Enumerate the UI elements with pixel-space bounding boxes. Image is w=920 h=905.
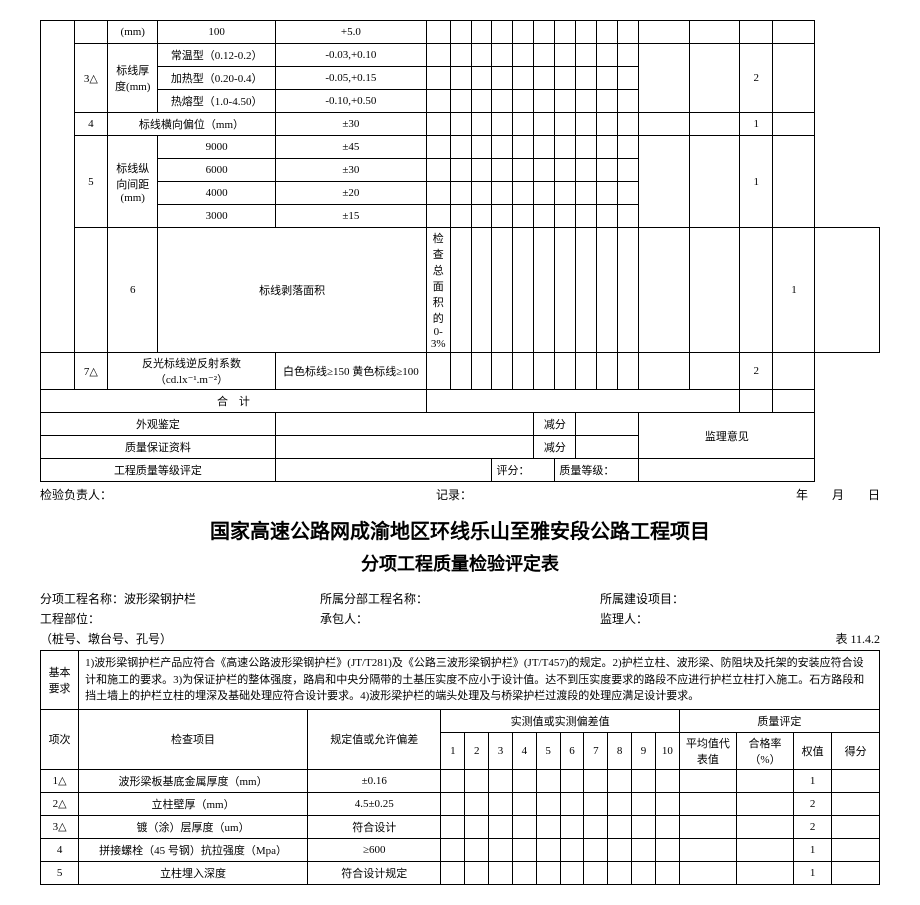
cell: -0.05,+0.15 [275,67,426,90]
cell: 5 [74,136,108,228]
cell: +5.0 [275,21,426,44]
cell: 标线纵向间距(mm) [108,136,158,228]
cell: ±20 [275,182,426,205]
sign-mid: 记录： [436,486,472,503]
sum-label: 合 计 [41,390,427,413]
cell: 标线剥落面积 [158,228,426,353]
grade-level: 质量等级： [555,459,639,482]
cell: 100 [158,21,275,44]
meta-contractor: 承包人： [320,610,600,627]
meta-location: 工程部位： [40,610,320,627]
basic-label: 基本要求 [41,651,79,710]
lower-table: 基本要求 1)波形梁钢护栏产品应符合《高速公路波形梁钢护栏》(JT/T281)及… [40,650,880,885]
m10: 10 [655,732,679,769]
cell: ±45 [275,136,426,159]
cell: 2 [739,353,773,390]
appearance-label: 外观鉴定 [41,413,276,436]
cell: 4 [74,113,108,136]
appearance-r: 减分 [534,413,576,436]
cell: 9000 [158,136,275,159]
col-score: 得分 [832,732,880,769]
m4: 4 [512,732,536,769]
sign-left: 检验负责人： [40,486,112,503]
m2: 2 [465,732,489,769]
table-row: 1△波形梁板基底金属厚度（mm）±0.16 1 [41,769,880,792]
col-seq: 项次 [41,709,79,769]
col-weight: 权值 [794,732,832,769]
cell: ±15 [275,205,426,228]
m6: 6 [560,732,584,769]
cell: (mm) [108,21,158,44]
cell: 3000 [158,205,275,228]
meta-row-1: 分项工程名称：波形梁钢护栏 所属分部工程名称： 所属建设项目： [40,590,880,607]
table-row: 5立柱埋入深度符合设计规定 1 [41,861,880,884]
basic-text: 1)波形梁钢护栏产品应符合《高速公路波形梁钢护栏》(JT/T281)及《公路三波… [79,651,880,710]
m5: 5 [536,732,560,769]
supervisor-label: 监理意见 [639,413,815,459]
cell: 6 [108,228,158,353]
m3: 3 [489,732,513,769]
cell: ±30 [275,159,426,182]
table-row: 4拼接螺栓（45 号钢）抗拉强度（Mpa）≥600 1 [41,838,880,861]
cell: 6000 [158,159,275,182]
col-pass: 合格率（%） [736,732,793,769]
cell: 3△ [74,44,108,113]
quality-doc-label: 质量保证资料 [41,436,276,459]
meta-tableno: 表 11.4.2 [600,630,880,647]
sign-right: 年 月 日 [796,486,880,503]
quality-doc-r: 减分 [534,436,576,459]
cell: -0.03,+0.10 [275,44,426,67]
cell: 标线厚度(mm) [108,44,158,113]
grade-eval: 评分： [492,459,555,482]
cell: 1 [739,136,773,228]
cell: 热熔型（1.0-4.50） [158,90,275,113]
cell: 反光标线逆反射系数（cd.lx⁻¹.m⁻²） [108,353,276,390]
m9: 9 [632,732,656,769]
cell: 4000 [158,182,275,205]
m7: 7 [584,732,608,769]
meta-pile: （桩号、墩台号、孔号） [40,630,320,647]
cell: 2 [739,44,773,113]
col-measured: 实测值或实测偏差值 [441,709,679,732]
meta-project: 所属建设项目： [600,590,880,607]
meta-row-2: 工程部位： 承包人： 监理人： [40,610,880,627]
page-title: 国家高速公路网成渝地区环线乐山至雅安段公路工程项目 [40,515,880,544]
cell: ±30 [275,113,426,136]
grade-label: 工程质量等级评定 [41,459,276,482]
table-row: 2△立柱壁厚（mm）4.5±0.25 2 [41,792,880,815]
col-spec: 规定值或允许偏差 [307,709,440,769]
page-subtitle: 分项工程质量检验评定表 [40,550,880,576]
cell: -0.10,+0.50 [275,90,426,113]
cell: 常温型（0.12-0.2） [158,44,275,67]
meta-name: 分项工程名称：波形梁钢护栏 [40,590,320,607]
cell: 白色标线≥150 黄色标线≥100 [275,353,426,390]
cell: 检查总面积的 0-3% [426,228,450,353]
cell: 加热型（0.20-0.4） [158,67,275,90]
table-row: 3△镀（涂）层厚度（um）符合设计 2 [41,815,880,838]
meta-supervisor: 监理人： [600,610,880,627]
cell: 1 [773,228,815,353]
meta-row-3: （桩号、墩台号、孔号） 表 11.4.2 [40,630,880,647]
upper-table: (mm) 100 +5.0 3△ 标线厚度(mm) 常温型（0.12-0.2） … [40,20,880,482]
col-avg: 平均值代表值 [679,732,736,769]
m1: 1 [441,732,465,769]
m8: 8 [608,732,632,769]
col-item: 检查项目 [79,709,308,769]
signature-row: 检验负责人： 记录： 年 月 日 [40,486,880,503]
cell: 1 [739,113,773,136]
cell: 7△ [74,353,108,390]
meta-parent: 所属分部工程名称： [320,590,600,607]
cell: 标线横向偏位（mm） [108,113,276,136]
col-quality: 质量评定 [679,709,879,732]
